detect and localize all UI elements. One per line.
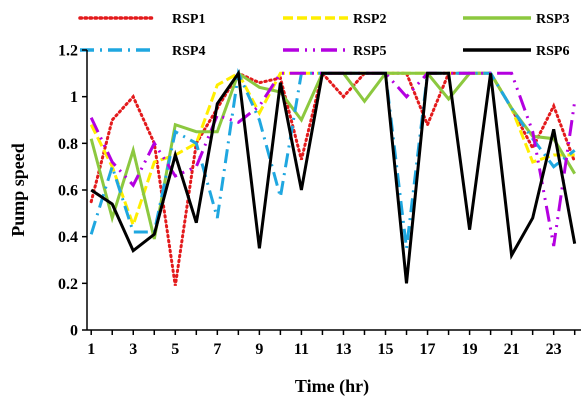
legend-item-rsp6: RSP6 xyxy=(463,44,569,59)
legend-label: RSP6 xyxy=(536,44,569,59)
legend-item-rsp4: RSP4 xyxy=(80,44,205,59)
legend-label: RSP2 xyxy=(353,12,386,27)
x-tick-label: 11 xyxy=(294,341,309,358)
y-axis-title: Pump speed xyxy=(8,143,28,237)
legend-item-rsp3: RSP3 xyxy=(463,12,569,27)
legend-label: RSP3 xyxy=(536,12,569,27)
legend-item-rsp2: RSP2 xyxy=(283,12,386,27)
series-lines xyxy=(89,67,577,286)
x-tick-label: 23 xyxy=(546,341,562,358)
legend-item-rsp1: RSP1 xyxy=(78,12,205,27)
y-tick-label: 1.2 xyxy=(58,43,78,60)
legend-item-rsp5: RSP5 xyxy=(283,44,386,59)
x-tick-label: 1 xyxy=(87,341,95,358)
y-tick-label: 0 xyxy=(70,323,78,340)
axis-titles: Time (hr) Pump speed xyxy=(8,143,369,397)
x-tick-label: 5 xyxy=(171,341,179,358)
series-line-rsp6 xyxy=(90,69,577,284)
x-tick-label: 21 xyxy=(504,341,520,358)
x-tick-label: 19 xyxy=(462,341,478,358)
y-tick-label: 1 xyxy=(70,89,78,106)
y-tick-label: 0.4 xyxy=(58,229,78,246)
x-tick-label: 3 xyxy=(129,341,137,358)
x-axis-title: Time (hr) xyxy=(295,376,369,397)
series-line-rsp4 xyxy=(89,67,576,249)
legend-label: RSP5 xyxy=(353,44,386,59)
y-tick-label: 0.8 xyxy=(58,136,78,153)
y-tick-label: 0.6 xyxy=(58,183,78,200)
x-tick-label: 15 xyxy=(378,341,394,358)
y-tick-label: 0.2 xyxy=(58,276,78,293)
x-tick-label: 7 xyxy=(213,341,221,358)
legend-label: RSP1 xyxy=(172,12,205,27)
legend: RSP1 RSP2 RSP3 RSP4 RSP5 RSP6 xyxy=(78,12,569,59)
x-tick-label: 13 xyxy=(335,341,351,358)
legend-label: RSP4 xyxy=(172,44,205,59)
x-tick-label: 9 xyxy=(255,341,263,358)
axes: 00.20.40.60.811.21 3 5 7 9 11 13 15 17 19 21 23 xyxy=(58,43,581,358)
x-tick-label: 17 xyxy=(420,341,436,358)
